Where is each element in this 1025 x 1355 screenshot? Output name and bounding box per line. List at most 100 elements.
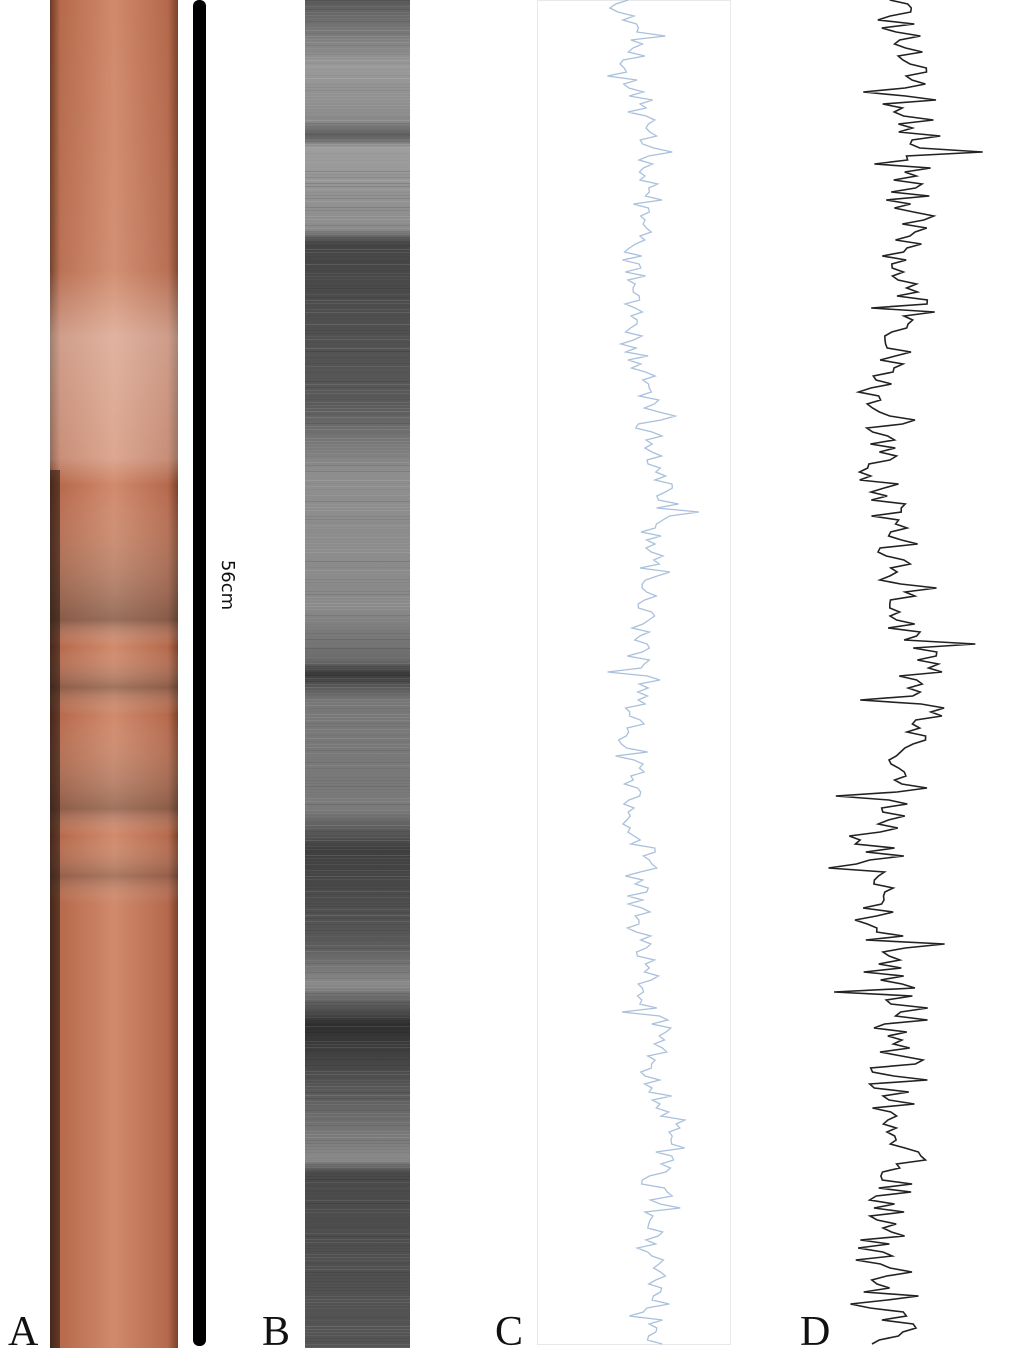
texture-line xyxy=(305,882,410,883)
texture-line xyxy=(305,78,410,79)
texture-line xyxy=(305,1329,410,1330)
texture-line xyxy=(305,1197,410,1198)
texture-line xyxy=(305,234,410,235)
texture-line xyxy=(305,1326,410,1327)
texture-line xyxy=(305,1077,410,1078)
scale-bar xyxy=(193,0,206,1346)
texture-line xyxy=(305,396,410,397)
texture-line xyxy=(305,102,410,103)
texture-line xyxy=(305,93,410,94)
texture-line xyxy=(305,279,410,280)
texture-line xyxy=(305,1110,410,1111)
texture-line xyxy=(305,390,410,391)
texture-line xyxy=(305,1290,410,1291)
texture-line xyxy=(305,492,410,493)
texture-line xyxy=(305,828,410,829)
texture-line xyxy=(305,1284,410,1285)
texture-line xyxy=(305,969,410,970)
texture-line xyxy=(305,780,410,781)
trace-c xyxy=(607,0,699,1345)
texture-line xyxy=(305,594,410,595)
texture-line xyxy=(305,303,410,304)
texture-line xyxy=(305,258,410,259)
texture-line xyxy=(305,510,410,511)
texture-line xyxy=(305,918,410,919)
texture-line xyxy=(305,945,410,946)
texture-line xyxy=(305,984,410,985)
texture-line xyxy=(305,660,410,661)
grayscale-image xyxy=(305,0,410,1348)
texture-line xyxy=(305,1182,410,1183)
texture-line xyxy=(305,1014,410,1015)
texture-line xyxy=(305,228,410,229)
texture-line xyxy=(305,966,410,967)
texture-line xyxy=(305,1095,410,1096)
texture-line xyxy=(305,441,410,442)
texture-line xyxy=(305,759,410,760)
texture-line xyxy=(305,921,410,922)
texture-line xyxy=(305,237,410,238)
texture-line xyxy=(305,144,410,145)
texture-line xyxy=(305,366,410,367)
texture-line xyxy=(305,894,410,895)
texture-line xyxy=(305,1038,410,1039)
texture-line xyxy=(305,150,410,151)
texture-line xyxy=(305,978,410,979)
texture-line xyxy=(305,192,410,193)
texture-line xyxy=(305,585,410,586)
texture-line xyxy=(305,1185,410,1186)
texture-line xyxy=(305,114,410,115)
texture-line xyxy=(305,459,410,460)
texture-line xyxy=(305,960,410,961)
texture-line xyxy=(305,456,410,457)
texture-line xyxy=(305,399,410,400)
texture-line xyxy=(305,1119,410,1120)
panel-label: D xyxy=(800,1309,830,1355)
texture-line xyxy=(305,1191,410,1192)
texture-line xyxy=(305,528,410,529)
texture-line xyxy=(305,750,410,751)
texture-line xyxy=(305,330,410,331)
texture-line xyxy=(305,81,410,82)
texture-line xyxy=(305,633,410,634)
texture-line xyxy=(305,45,410,46)
texture-line xyxy=(305,816,410,817)
texture-line xyxy=(305,1344,410,1345)
texture-line xyxy=(305,1056,410,1057)
texture-line xyxy=(305,213,410,214)
texture-line xyxy=(305,645,410,646)
texture-line xyxy=(305,879,410,880)
texture-line xyxy=(305,1242,410,1243)
texture-line xyxy=(305,648,410,649)
texture-line xyxy=(305,1065,410,1066)
texture-line xyxy=(305,357,410,358)
texture-line xyxy=(305,291,410,292)
texture-line xyxy=(305,1317,410,1318)
texture-line xyxy=(305,1260,410,1261)
texture-line xyxy=(305,219,410,220)
texture-line xyxy=(305,477,410,478)
texture-line xyxy=(305,885,410,886)
texture-line xyxy=(305,963,410,964)
texture-line xyxy=(305,1062,410,1063)
texture-line xyxy=(305,318,410,319)
texture-line xyxy=(305,891,410,892)
texture-line xyxy=(305,423,410,424)
texture-line xyxy=(305,930,410,931)
texture-line xyxy=(305,1173,410,1174)
texture-line xyxy=(305,1308,410,1309)
texture-line xyxy=(305,255,410,256)
texture-line xyxy=(305,15,410,16)
texture-line xyxy=(305,777,410,778)
texture-line xyxy=(305,1341,410,1342)
texture-line xyxy=(305,72,410,73)
texture-line xyxy=(305,1179,410,1180)
texture-line xyxy=(305,975,410,976)
texture-line xyxy=(305,852,410,853)
texture-line xyxy=(305,288,410,289)
texture-line xyxy=(305,783,410,784)
texture-line xyxy=(305,243,410,244)
texture-line xyxy=(305,753,410,754)
texture-line xyxy=(305,111,410,112)
texture-line xyxy=(305,375,410,376)
